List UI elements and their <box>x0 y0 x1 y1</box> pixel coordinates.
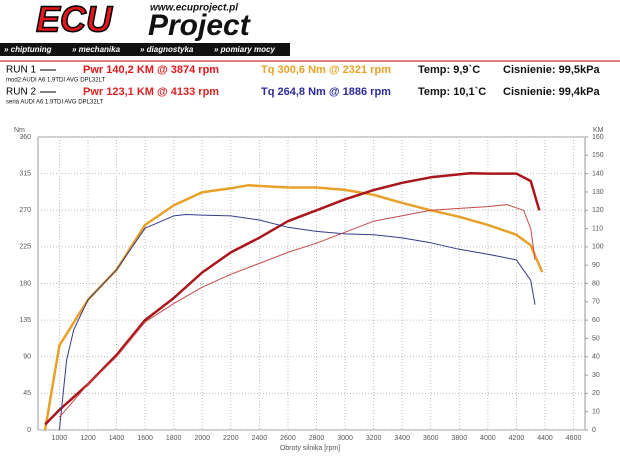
y2-tick-label: 40 <box>592 354 600 361</box>
y2-tick-label: 10 <box>592 409 600 416</box>
menu-item: » diagnostyka <box>140 45 194 54</box>
curve <box>44 172 541 426</box>
y-tick-label: 270 <box>19 207 31 214</box>
y2-axis-label: KM <box>593 127 604 134</box>
curve <box>58 214 536 431</box>
x-tick-label: 1200 <box>80 435 96 442</box>
y-tick-label: 45 <box>23 390 31 397</box>
y2-tick-label: 0 <box>592 427 596 434</box>
y2-tick-label: 70 <box>592 299 600 306</box>
x-tick-label: 1400 <box>109 435 125 442</box>
menu-item: » chiptuning <box>4 45 52 54</box>
y2-tick-label: 120 <box>592 207 604 214</box>
run-temp: Temp: 9,9`C <box>418 64 480 76</box>
run-torque: Tq 300,6 Nm @ 2321 rpm <box>261 64 391 76</box>
x-tick-label: 4200 <box>509 435 525 442</box>
run-power: Pwr 123,1 KM @ 4133 rpm <box>83 86 219 98</box>
run-label: RUN 1 <box>6 65 36 76</box>
y-tick-label: 180 <box>19 280 31 287</box>
x-tick-label: 2800 <box>309 435 325 442</box>
run-pressure: Cisnienie: 99,4kPa <box>503 86 600 98</box>
x-tick-label: 1800 <box>166 435 182 442</box>
logo-url: www.ecuproject.pl <box>150 3 238 14</box>
y-tick-label: 360 <box>19 134 31 141</box>
x-tick-label: 2000 <box>194 435 210 442</box>
y2-tick-label: 140 <box>592 170 604 177</box>
y2-tick-label: 60 <box>592 317 600 324</box>
x-tick-label: 4400 <box>537 435 553 442</box>
x-tick-label: 2600 <box>280 435 296 442</box>
y2-tick-label: 20 <box>592 390 600 397</box>
y2-tick-label: 80 <box>592 280 600 287</box>
x-tick-label: 3800 <box>452 435 468 442</box>
logo-project: Project <box>148 9 252 42</box>
x-tick-label: 3000 <box>337 435 353 442</box>
x-tick-label: 1600 <box>137 435 153 442</box>
x-tick-label: 4600 <box>566 435 582 442</box>
menu-item: » pomiary mocy <box>214 45 275 54</box>
y-tick-label: 225 <box>19 244 31 251</box>
curve <box>59 204 536 418</box>
x-tick-label: 3400 <box>394 435 410 442</box>
x-axis-label: Obroty silnika [rpm] <box>280 445 340 452</box>
y2-tick-label: 160 <box>592 134 604 141</box>
y-tick-label: 135 <box>19 317 31 324</box>
menu-item: » mechanika <box>72 45 121 54</box>
x-tick-label: 2200 <box>223 435 239 442</box>
x-tick-label: 3200 <box>366 435 382 442</box>
run-car: mod2 AUDI A6 1.9TDI AVG DPL32LT <box>6 78 105 84</box>
run-temp: Temp: 10,1`C <box>418 86 486 98</box>
x-tick-label: 4000 <box>480 435 496 442</box>
y-axis-label: Nm <box>14 127 25 134</box>
run-torque: Tq 264,8 Nm @ 1886 rpm <box>261 86 391 98</box>
y2-tick-label: 100 <box>592 244 604 251</box>
y2-tick-label: 90 <box>592 262 600 269</box>
y2-tick-label: 110 <box>592 225 603 232</box>
y-tick-label: 0 <box>27 427 31 434</box>
y2-tick-label: 150 <box>592 152 604 159</box>
y2-tick-label: 50 <box>592 335 600 342</box>
x-tick-label: 2400 <box>252 435 268 442</box>
run-power: Pwr 140,2 KM @ 3874 rpm <box>83 64 219 76</box>
run-label: RUN 2 <box>6 87 36 98</box>
logo-ecu: ECU <box>36 0 113 40</box>
run-car: seria AUDI A6 1.9TDI AVG DPL32LT <box>6 100 103 106</box>
y-tick-label: 90 <box>23 354 31 361</box>
x-tick-label: 3600 <box>423 435 439 442</box>
y2-tick-label: 30 <box>592 372 600 379</box>
run-pressure: Cisnienie: 99,5kPa <box>503 64 600 76</box>
y-tick-label: 315 <box>19 170 31 177</box>
x-tick-label: 1000 <box>52 435 68 442</box>
y2-tick-label: 130 <box>592 189 604 196</box>
menu-bar <box>0 43 290 56</box>
